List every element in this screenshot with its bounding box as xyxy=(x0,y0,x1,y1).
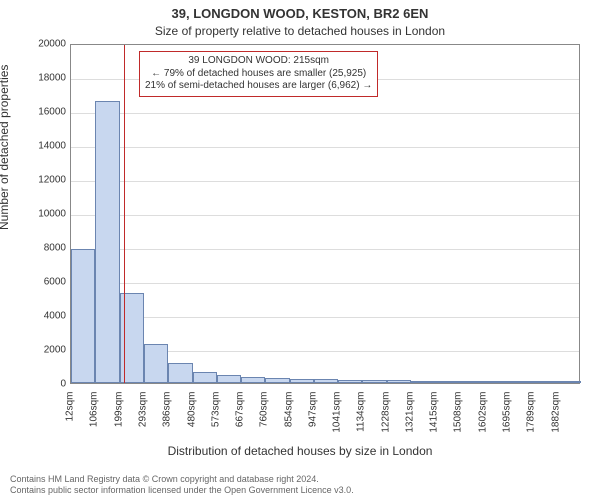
gridline-horizontal xyxy=(71,215,579,216)
page-subtitle: Size of property relative to detached ho… xyxy=(0,24,600,38)
x-tick-label: 1882sqm xyxy=(550,392,561,447)
footer-line-1: Contains HM Land Registry data © Crown c… xyxy=(10,474,590,485)
annotation-line-3: 21% of semi-detached houses are larger (… xyxy=(145,80,372,93)
x-tick-label: 1041sqm xyxy=(332,392,343,447)
histogram-bar xyxy=(314,379,338,383)
reference-line xyxy=(124,45,125,383)
y-tick-label: 12000 xyxy=(38,175,66,186)
y-tick-label: 4000 xyxy=(44,311,66,322)
annotation-box: 39 LONGDON WOOD: 215sqm← 79% of detached… xyxy=(139,51,378,97)
annotation-line-2: ← 79% of detached houses are smaller (25… xyxy=(145,68,372,81)
gridline-horizontal xyxy=(71,283,579,284)
histogram-bar xyxy=(435,381,459,383)
histogram-bar xyxy=(508,381,532,383)
y-tick-label: 10000 xyxy=(38,209,66,220)
histogram-bar xyxy=(459,381,483,383)
x-tick-label: 1789sqm xyxy=(526,392,537,447)
x-tick-label: 1321sqm xyxy=(404,392,415,447)
y-tick-label: 20000 xyxy=(38,39,66,50)
histogram-bar xyxy=(290,379,314,383)
x-tick-label: 573sqm xyxy=(210,392,221,447)
histogram-bar xyxy=(484,381,508,383)
histogram-bar xyxy=(265,378,289,383)
y-tick-label: 16000 xyxy=(38,107,66,118)
page-title: 39, LONGDON WOOD, KESTON, BR2 6EN xyxy=(0,6,600,21)
x-tick-label: 667sqm xyxy=(235,392,246,447)
histogram-bar xyxy=(411,381,435,383)
x-tick-label: 106sqm xyxy=(89,392,100,447)
x-tick-label: 1228sqm xyxy=(380,392,391,447)
histogram-bar xyxy=(241,377,265,383)
y-tick-label: 14000 xyxy=(38,141,66,152)
y-axis-label: Number of detached properties xyxy=(0,65,11,230)
plot-area: 0200040006000800010000120001400016000180… xyxy=(70,44,580,384)
y-tick-label: 2000 xyxy=(44,345,66,356)
x-axis-label: Distribution of detached houses by size … xyxy=(0,444,600,458)
histogram-bar xyxy=(217,375,241,383)
y-tick-label: 6000 xyxy=(44,277,66,288)
x-tick-label: 386sqm xyxy=(162,392,173,447)
x-tick-label: 1695sqm xyxy=(502,392,513,447)
gridline-horizontal xyxy=(71,113,579,114)
gridline-horizontal xyxy=(71,317,579,318)
histogram-bar xyxy=(557,381,581,383)
gridline-horizontal xyxy=(71,147,579,148)
x-tick-label: 1602sqm xyxy=(477,392,488,447)
histogram-bar xyxy=(387,380,411,383)
plot-background: 39 LONGDON WOOD: 215sqm← 79% of detached… xyxy=(70,44,580,384)
histogram-bar xyxy=(95,101,119,383)
x-tick-label: 199sqm xyxy=(113,392,124,447)
gridline-horizontal xyxy=(71,181,579,182)
histogram-bar xyxy=(168,363,192,383)
y-tick-label: 8000 xyxy=(44,243,66,254)
page-root: 39, LONGDON WOOD, KESTON, BR2 6EN Size o… xyxy=(0,0,600,500)
x-tick-label: 760sqm xyxy=(259,392,270,447)
x-tick-label: 1415sqm xyxy=(429,392,440,447)
x-tick-label: 293sqm xyxy=(137,392,148,447)
footer-line-2: Contains public sector information licen… xyxy=(10,485,590,496)
x-tick-label: 12sqm xyxy=(65,392,76,447)
histogram-bar xyxy=(71,249,95,383)
footer-attribution: Contains HM Land Registry data © Crown c… xyxy=(10,474,590,497)
gridline-horizontal xyxy=(71,249,579,250)
histogram-bar xyxy=(362,380,386,383)
histogram-bar xyxy=(338,380,362,383)
histogram-bar xyxy=(193,372,217,383)
y-tick-label: 18000 xyxy=(38,73,66,84)
histogram-bar xyxy=(532,381,556,383)
annotation-line-1: 39 LONGDON WOOD: 215sqm xyxy=(145,55,372,68)
x-tick-label: 854sqm xyxy=(283,392,294,447)
histogram-bar xyxy=(144,344,168,383)
x-tick-label: 480sqm xyxy=(186,392,197,447)
x-tick-label: 947sqm xyxy=(307,392,318,447)
y-tick-label: 0 xyxy=(60,379,66,390)
x-tick-label: 1134sqm xyxy=(356,392,367,447)
x-tick-label: 1508sqm xyxy=(453,392,464,447)
